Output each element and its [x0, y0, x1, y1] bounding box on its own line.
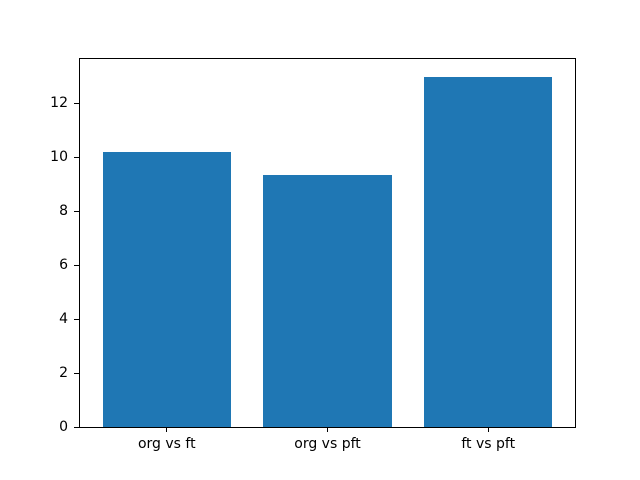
y-tick-label: 8 [59, 203, 68, 220]
x-tick-mark [327, 427, 328, 432]
bar-ft-vs-pft [423, 76, 553, 427]
y-tick-mark [74, 318, 79, 320]
y-tick-mark [74, 156, 79, 158]
x-tick-label: org vs ft [137, 436, 196, 452]
x-tick-label: ft vs pft [461, 436, 516, 452]
y-tick-mark [74, 102, 79, 104]
y-tick-mark [74, 264, 79, 266]
y-tick-mark [74, 372, 79, 374]
axes: 0 2 4 6 8 10 12 org vs ft org vs pft ft vs pft [50, 58, 576, 452]
bar-org-vs-ft [102, 152, 232, 427]
bar-org-vs-pft [263, 174, 392, 427]
x-tick-mark [166, 427, 168, 432]
y-tick-label: 12 [50, 95, 68, 112]
x-tick-mark [487, 427, 489, 432]
y-tick-label: 0 [59, 419, 68, 435]
y-tick-mark [74, 210, 79, 212]
y-tick-label: 6 [59, 257, 68, 274]
y-tick-mark [74, 426, 79, 428]
x-tick-label: org vs pft [294, 436, 361, 452]
y-tick-label: 10 [50, 149, 68, 166]
y-tick-label: 2 [59, 365, 68, 382]
y-tick-label: 4 [59, 311, 68, 328]
